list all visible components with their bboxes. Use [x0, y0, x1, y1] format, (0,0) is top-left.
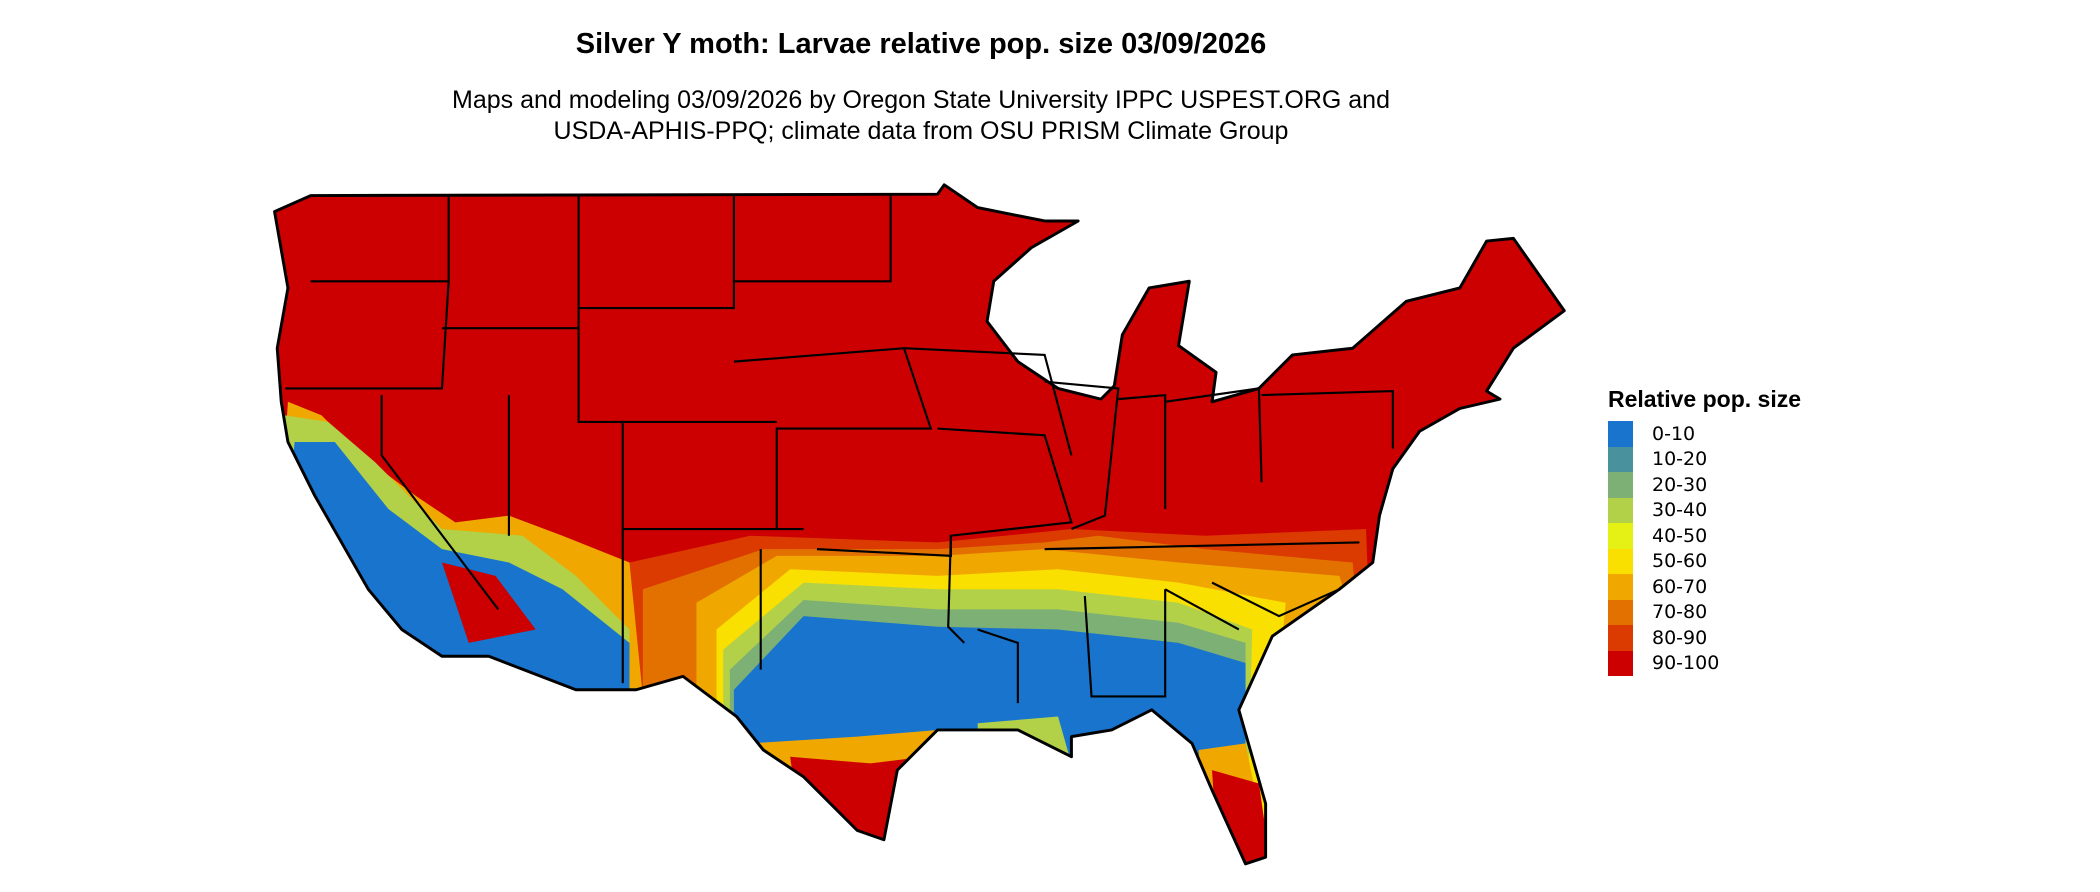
- legend-label: 0-10: [1652, 422, 1696, 445]
- legend-item: 30-40: [1608, 497, 1801, 523]
- state-border: [733, 194, 892, 283]
- legend-label: 70-80: [1652, 601, 1708, 624]
- legend-swatch: [1608, 650, 1633, 676]
- state-border: [937, 427, 1073, 644]
- legend-swatch: [1608, 421, 1633, 447]
- map-subtitle-line-2: USDA-APHIS-PPQ; climate data from OSU PR…: [553, 117, 1289, 145]
- legend-label: 40-50: [1652, 524, 1708, 547]
- legend-swatch: [1608, 446, 1633, 472]
- state-border: [285, 281, 450, 390]
- legend-swatch: [1608, 548, 1633, 574]
- state-border: [1044, 380, 1120, 531]
- legend-label: 60-70: [1652, 575, 1708, 598]
- legend-swatch: [1608, 574, 1633, 600]
- state-borders: [285, 194, 1394, 704]
- legend-item: 80-90: [1608, 625, 1801, 651]
- state-border: [977, 628, 1019, 704]
- state-border: [816, 535, 952, 557]
- state-border: [1211, 581, 1340, 618]
- state-border: [1164, 588, 1240, 631]
- region-90-100-tx: [790, 756, 925, 858]
- legend-swatch: [1608, 472, 1633, 498]
- legend-item: 50-60: [1608, 548, 1801, 574]
- legend-label: 90-100: [1652, 652, 1720, 675]
- legend: Relative pop. size 0-10 10-20 20-30 30-40 40…: [1608, 386, 1801, 676]
- state-border: [380, 395, 500, 611]
- region-90-100-sw: [441, 562, 536, 643]
- state-border: [1261, 389, 1394, 449]
- legend-title: Relative pop. size: [1608, 386, 1802, 412]
- legend-item: 60-70: [1608, 574, 1801, 600]
- map-subtitle-line-1: Maps and modeling 03/09/2026 by Oregon S…: [452, 86, 1390, 114]
- us-outline: [273, 183, 1566, 866]
- legend-label: 80-90: [1652, 626, 1708, 649]
- region-90-100-fl: [1212, 770, 1273, 864]
- state-border: [1165, 387, 1263, 483]
- state-border: [1118, 393, 1167, 509]
- state-border: [1044, 541, 1360, 551]
- legend-item: 90-100: [1608, 650, 1801, 676]
- state-border: [903, 347, 1073, 456]
- legend-label: 10-20: [1652, 448, 1708, 471]
- state-border: [1083, 589, 1167, 698]
- legend-item: 70-80: [1608, 599, 1801, 625]
- legend-item: 40-50: [1608, 523, 1801, 549]
- legend-label: 50-60: [1652, 550, 1708, 573]
- legend-item: 0-10: [1608, 421, 1801, 447]
- state-border: [578, 194, 735, 310]
- legend-label: 30-40: [1652, 499, 1708, 522]
- region-30-40-la: [977, 716, 1072, 764]
- legend-swatch: [1608, 599, 1633, 625]
- legend-item: 10-20: [1608, 446, 1801, 472]
- legend-label: 20-30: [1652, 473, 1708, 496]
- legend-item: 20-30: [1608, 472, 1801, 498]
- map-title: Silver Y moth: Larvae relative pop. size…: [575, 28, 1267, 60]
- legend-swatch: [1608, 625, 1633, 651]
- state-border: [733, 347, 933, 530]
- state-border: [577, 328, 624, 530]
- legend-swatch: [1608, 523, 1633, 549]
- legend-swatch: [1608, 497, 1633, 523]
